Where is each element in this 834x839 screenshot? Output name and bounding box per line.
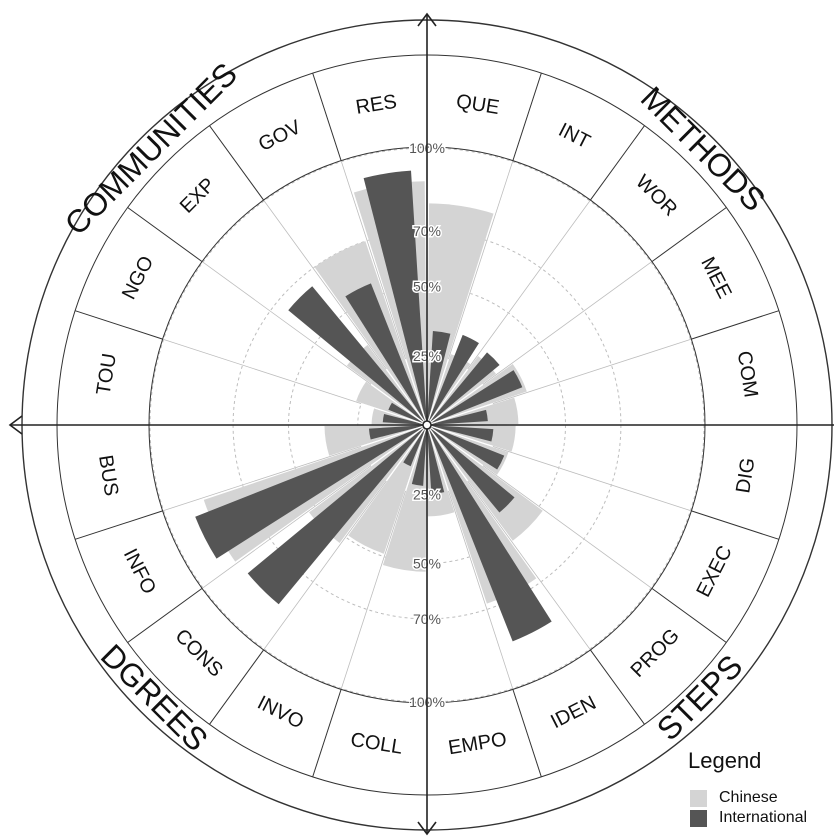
bar-international-res [363,170,427,425]
bar-international-empo [427,425,445,495]
bar-international-que [427,331,451,425]
divider-grid-19 [340,160,406,360]
category-label-invo: INVO [254,692,308,734]
category-label-iden: IDEN [547,692,600,733]
divider-grid-18 [263,199,387,370]
divider-outer-18 [209,125,265,201]
divider-grid-8 [467,480,591,651]
bar-international-coll [411,425,427,486]
category-label-mee: MEE [696,254,735,303]
quadrant-label-steps: STEPS [650,648,750,748]
divider-grid-4 [492,338,692,404]
divider-grid-14 [162,446,362,512]
divider-outer-17 [127,207,203,263]
category-label-wor: WOR [631,171,681,221]
category-label-cons: CONS [171,625,227,681]
bars [195,170,552,642]
divider-grid-17 [201,261,372,385]
divider-outer-7 [651,587,727,643]
legend-item-chinese: Chinese [690,788,830,808]
divider-outer-2 [589,125,645,201]
legend-label-chinese: Chinese [719,789,778,806]
divider-outer-1 [512,72,542,161]
legend-item-international: International [690,808,830,828]
center-dot [422,420,432,430]
divider-grid-9 [448,490,514,690]
divider-outer-19 [312,72,342,161]
bar-international-bus [368,425,427,440]
bar-international-gov [345,283,427,425]
category-label-dig: DIG [732,456,759,495]
bar-international-exp [288,286,427,425]
quadrant-label-communities: COMMUNITIES [58,56,244,242]
divider-outer-14 [74,510,163,540]
category-label-exp: EXP [176,174,220,218]
arrow-left [8,415,23,435]
divider-grid-3 [482,261,653,385]
divider-grid-2 [467,199,591,370]
category-label-gov: GOV [255,116,305,156]
divider-outer-13 [127,587,203,643]
category-label-res: RES [354,91,398,119]
bar-international-dig [427,425,494,442]
bar-international-exec [427,425,505,470]
category-label-bus: BUS [94,453,122,497]
arrow-down [417,821,437,836]
divider-grid-16 [162,338,362,404]
bar-international-invo [403,425,427,467]
category-label-int: INT [555,119,594,153]
divider-grid-1 [448,160,514,360]
divider-outer-11 [312,689,342,778]
category-label-exec: EXEC [692,542,736,601]
divider-grid-11 [340,490,406,690]
category-label-ngo: NGO [118,253,158,304]
category-label-tou: TOU [93,352,121,397]
divider-outer-12 [209,649,265,725]
divider-outer-3 [651,207,727,263]
bar-international-info [195,425,427,559]
divider-outer-6 [691,510,780,540]
bar-international-cons [247,425,427,605]
bar-chinese-que [427,203,494,425]
bar-chinese-coll [382,425,427,572]
category-label-com: COM [733,350,762,400]
legend-swatch-international [690,809,707,827]
legend-swatch-chinese [690,789,707,807]
bar-international-prog [427,425,515,513]
category-label-prog: PROG [627,625,684,682]
axes [8,12,834,836]
bar-international-com [427,409,488,425]
bar-international-ngo [388,402,427,425]
legend: Legend Chinese International [688,748,830,828]
category-label-empo: EMPO [447,728,509,759]
bar-international-mee [427,370,523,425]
bar-international-int [427,334,479,425]
bar-international-iden [427,425,552,642]
arrow-up [417,12,437,27]
divider-outer-9 [512,689,542,778]
divider-grid-12 [263,480,387,651]
divider-outer-8 [589,649,645,725]
divider-grid-7 [482,465,653,589]
bar-international-wor [427,352,500,425]
divider-grid-6 [492,446,692,512]
divider-grid-13 [201,465,372,589]
legend-label-international: International [719,809,808,826]
bar-chinese-bus [324,425,427,456]
divider-outer-16 [74,310,163,340]
bar-international-tou [382,413,427,425]
category-label-coll: COLL [349,729,404,759]
divider-outer-4 [691,310,780,340]
legend-title: Legend [688,748,762,773]
category-label-info: INFO [119,545,160,598]
category-label-que: QUE [455,91,501,120]
